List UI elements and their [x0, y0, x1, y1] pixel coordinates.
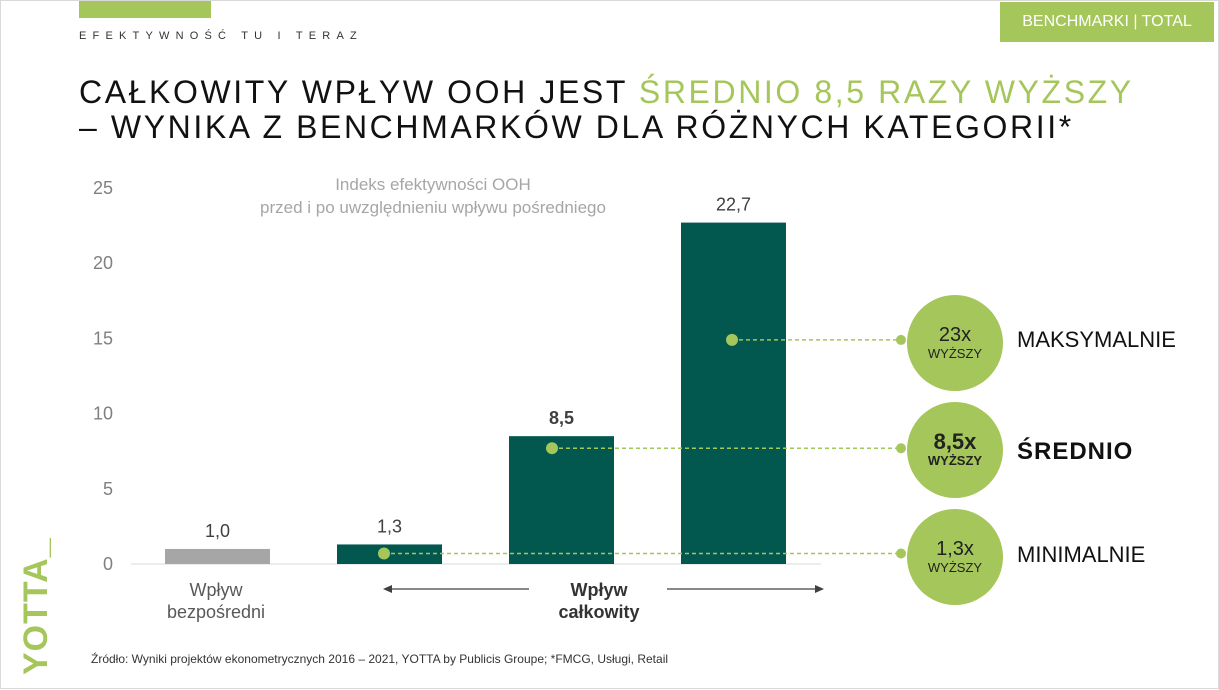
bar-value-label: 1,0 — [205, 521, 230, 541]
category-total-line1: Wpływ — [570, 580, 628, 600]
comparison-value: 1,3x — [936, 538, 974, 560]
comparison-value: 23x — [938, 324, 972, 346]
title-line2: – WYNIKA Z BENCHMARKÓW DLA RÓŻNYCH KATEG… — [79, 109, 1074, 145]
section-label: EFEKTYWNOŚĆ TU I TERAZ — [79, 30, 363, 42]
connector-end-dot — [896, 443, 906, 454]
connector-dot — [378, 547, 390, 560]
title-highlight: ŚREDNIO 8,5 RAZY WYŻSZY — [638, 74, 1134, 110]
comparison-circle-min: 1,3x WYŻSZY — [907, 509, 1003, 605]
source-note: Źródło: Wyniki projektów ekonometrycznyc… — [91, 652, 669, 666]
y-tick-label: 10 — [93, 404, 113, 424]
chart-title: Indeks efektywności OOH przed i po uwzgl… — [223, 173, 643, 219]
y-tick-label: 15 — [93, 328, 113, 348]
comparison-sub: WYŻSZY — [927, 560, 983, 575]
connector-end-dot — [896, 548, 906, 559]
bar-value-label: 8,5 — [549, 408, 574, 428]
comparison-label-min: MINIMALNIE — [1017, 542, 1146, 567]
page-title: CAŁKOWITY WPŁYW OOH JEST ŚREDNIO 8,5 RAZ… — [79, 75, 1134, 145]
connector-dot — [726, 333, 738, 346]
comparison-circle-max: 23x WYŻSZY — [907, 295, 1003, 391]
bar-value-label: 22,7 — [716, 195, 751, 215]
chart-title-line1: Indeks efektywności OOH — [335, 175, 531, 194]
benchmark-tag: BENCHMARKI | TOTAL — [1000, 2, 1214, 42]
comparison-sub: WYŻSZY — [927, 346, 983, 361]
top-accent-bar — [79, 1, 211, 18]
bar — [165, 548, 270, 564]
category-total-line2: całkowity — [558, 602, 640, 622]
y-tick-label: 25 — [93, 178, 113, 198]
category-label-total: Wpływ całkowity — [519, 579, 679, 623]
comparison-sub: WYŻSZY — [927, 453, 983, 468]
comparison-value: 8,5x — [933, 429, 977, 454]
chart-title-line2: przed i po uwzględnieniu wpływu pośredni… — [260, 198, 606, 217]
bar — [509, 436, 614, 564]
comparison-circle-avg: 8,5x WYŻSZY — [907, 402, 1003, 498]
y-tick-label: 20 — [93, 253, 113, 273]
bar — [681, 222, 786, 565]
comparison-label-avg: ŚREDNIO — [1017, 438, 1134, 465]
yotta-logo: YOTTA_ — [17, 537, 55, 675]
y-tick-label: 0 — [103, 554, 113, 574]
arrow-right-head — [815, 585, 824, 593]
connector-dot — [546, 442, 558, 455]
bar-value-label: 1,3 — [377, 516, 402, 536]
comparison-label-max: MAKSYMALNIE — [1017, 327, 1176, 352]
category-direct-line1: Wpływ — [189, 580, 243, 600]
connector-end-dot — [896, 334, 906, 345]
title-part1: CAŁKOWITY WPŁYW OOH JEST — [79, 74, 639, 110]
arrow-left-head — [383, 585, 392, 593]
category-label-direct: Wpływ bezpośredni — [141, 579, 291, 623]
y-tick-label: 5 — [103, 479, 113, 499]
category-direct-line2: bezpośredni — [166, 602, 266, 622]
